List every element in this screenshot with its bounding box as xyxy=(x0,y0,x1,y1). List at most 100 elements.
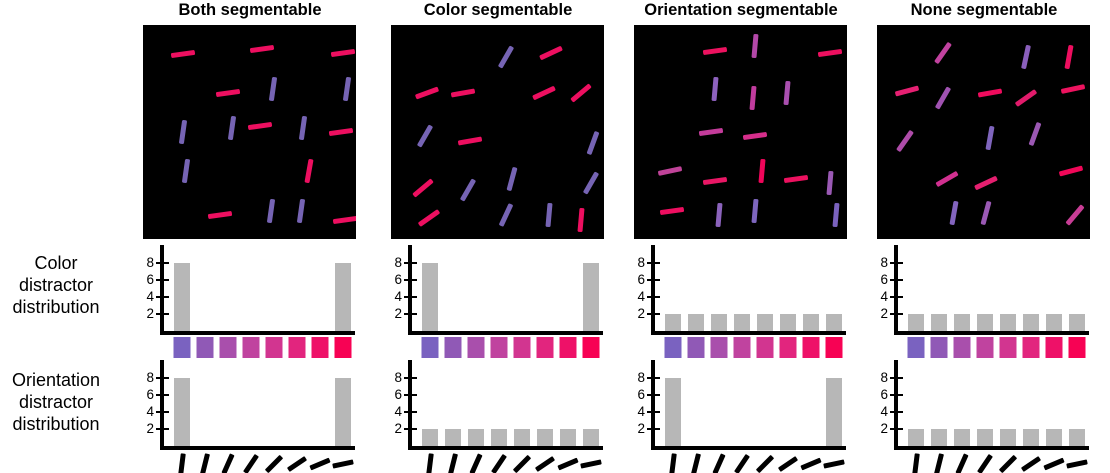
histogram-bar xyxy=(931,314,947,331)
y-tick xyxy=(404,394,417,396)
stimulus-panel xyxy=(391,25,604,239)
color-category-axis xyxy=(877,337,1090,360)
stimulus-bar xyxy=(304,158,314,183)
column-title: Orientation segmentable xyxy=(644,1,838,19)
y-tick xyxy=(156,377,169,379)
stimulus-bar xyxy=(179,119,188,145)
y-tick-label: 6 xyxy=(880,387,888,402)
color-swatch xyxy=(756,337,774,358)
stimulus-bar xyxy=(1060,84,1086,95)
orientation-bar-icon xyxy=(426,452,434,473)
orientation-bar-icon xyxy=(221,452,235,473)
stimulus-bar xyxy=(1014,88,1038,107)
y-tick xyxy=(156,296,169,298)
color-swatch xyxy=(825,337,843,358)
color-swatch xyxy=(536,337,554,358)
histogram-bar xyxy=(688,314,704,331)
stimulus-bar xyxy=(328,127,354,137)
y-tick-label: 6 xyxy=(394,272,402,287)
orientation-distribution-chart: 2 4 6 8 xyxy=(637,360,846,450)
y-tick-label: 6 xyxy=(637,272,645,287)
y-tick-label: 8 xyxy=(394,370,402,385)
stimulus-bar xyxy=(1028,121,1042,147)
histogram-bar xyxy=(1046,429,1062,446)
stimulus-bar xyxy=(298,115,307,140)
column-orientation-segmentable: Orientation segmentable 2 4 6 8 2 4 6 8 xyxy=(634,0,847,473)
y-tick-label: 2 xyxy=(880,306,888,321)
color-distribution-chart: 2 4 6 8 xyxy=(637,245,846,335)
column-title: Color segmentable xyxy=(423,1,573,19)
histogram-bar xyxy=(734,314,750,331)
y-tick-label: 6 xyxy=(880,272,888,287)
histogram-bar xyxy=(514,429,530,446)
orientation-bar-icon xyxy=(669,452,677,473)
stimulus-bar xyxy=(207,211,232,220)
y-axis xyxy=(160,360,164,450)
stimulus-bar xyxy=(1058,164,1084,177)
y-tick xyxy=(404,428,417,430)
color-swatch xyxy=(1022,337,1040,358)
y-tick xyxy=(647,296,660,298)
y-tick-label: 4 xyxy=(880,289,888,304)
orientation-bar-icon xyxy=(332,458,354,469)
y-tick-label: 4 xyxy=(637,289,645,304)
stimulus-bar xyxy=(749,85,757,110)
y-tick xyxy=(890,262,903,264)
stimulus-bar xyxy=(497,45,515,69)
y-tick-label: 6 xyxy=(394,387,402,402)
stimulus-bar xyxy=(457,136,483,146)
orientation-distribution-chart: 2 4 6 8 xyxy=(394,360,603,450)
stimulus-bar xyxy=(715,203,723,228)
y-tick xyxy=(890,394,903,396)
y-tick xyxy=(156,411,169,413)
stimulus-bar xyxy=(743,132,768,141)
histogram-bar xyxy=(757,314,773,331)
histogram-bar xyxy=(665,314,681,331)
histogram-bar xyxy=(908,429,924,446)
histogram-bar xyxy=(780,314,796,331)
stimulus-panel xyxy=(877,25,1090,239)
stimulus-bar xyxy=(268,76,278,102)
y-tick xyxy=(156,279,169,281)
row-label-color-distribution: Color distractor distribution xyxy=(0,252,112,318)
y-tick-label: 4 xyxy=(637,404,645,419)
y-tick-label: 4 xyxy=(146,404,154,419)
y-tick xyxy=(156,262,169,264)
color-swatch xyxy=(288,337,306,358)
color-swatch xyxy=(999,337,1017,358)
y-axis xyxy=(408,360,412,450)
histogram-bar xyxy=(422,429,438,446)
histogram-bar xyxy=(954,429,970,446)
x-axis xyxy=(894,331,1089,335)
orientation-bar-icon xyxy=(286,455,308,472)
stimulus-bar xyxy=(949,201,959,226)
histogram-bar xyxy=(174,378,190,446)
x-axis xyxy=(160,446,355,450)
stimulus-bar xyxy=(751,198,759,224)
orientation-bar-icon xyxy=(691,452,701,473)
y-tick-label: 2 xyxy=(394,306,402,321)
histogram-bar xyxy=(977,314,993,331)
y-tick-label: 4 xyxy=(394,404,402,419)
x-axis xyxy=(651,446,846,450)
color-swatch xyxy=(582,337,600,358)
y-tick xyxy=(890,377,903,379)
y-tick xyxy=(404,313,417,315)
y-tick-label: 4 xyxy=(880,404,888,419)
y-tick xyxy=(156,313,169,315)
y-tick xyxy=(647,377,660,379)
orientation-category-axis xyxy=(143,452,356,473)
orientation-bar-icon xyxy=(264,454,284,473)
orientation-bar-icon xyxy=(309,457,331,470)
stimulus-bar xyxy=(702,46,728,55)
color-swatch xyxy=(710,337,728,358)
stimulus-bar xyxy=(215,89,241,98)
y-tick-label: 2 xyxy=(146,306,154,321)
color-swatch xyxy=(334,337,352,358)
color-swatch xyxy=(490,337,508,358)
orientation-category-axis xyxy=(634,452,847,473)
histogram-bar xyxy=(908,314,924,331)
stimulus-bar xyxy=(459,178,476,202)
y-tick-label: 8 xyxy=(394,255,402,270)
histogram-bar xyxy=(826,378,842,446)
